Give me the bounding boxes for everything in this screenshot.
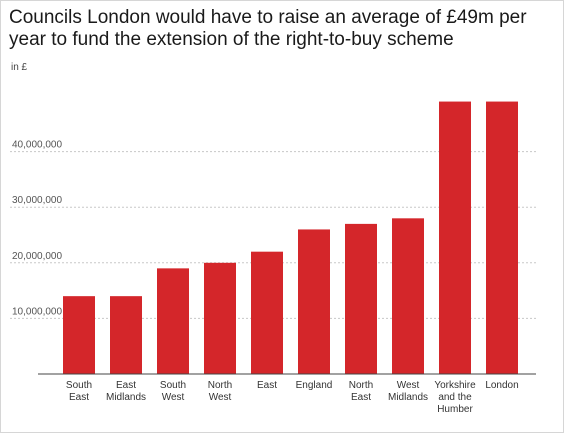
bar [298,229,330,374]
x-category-label: North East [349,380,373,403]
bar [392,218,424,374]
y-tick-label: 40,000,000 [12,140,62,151]
x-category-label: South West [160,380,186,403]
bar [110,296,142,374]
y-tick-label: 20,000,000 [12,251,62,262]
x-category-label: South East [66,380,92,403]
bar [486,101,518,374]
bar [251,251,283,374]
bar [439,101,471,374]
x-category-label: London [485,380,518,391]
x-category-label: England [296,380,333,391]
bar [63,296,95,374]
bar [157,268,189,374]
x-category-label: East Midlands [106,380,146,403]
y-tick-label: 10,000,000 [12,306,62,317]
x-category-label: East [257,380,277,391]
x-category-label: North West [208,380,232,403]
bar [345,223,377,374]
bar [204,262,236,374]
x-category-label: Yorkshire and the Humber [434,380,476,415]
y-tick-label: 30,000,000 [12,195,62,206]
x-category-label: West Midlands [388,380,428,403]
y-unit-label: in £ [11,62,28,73]
chart-title: Councils London would have to raise an a… [9,7,527,50]
